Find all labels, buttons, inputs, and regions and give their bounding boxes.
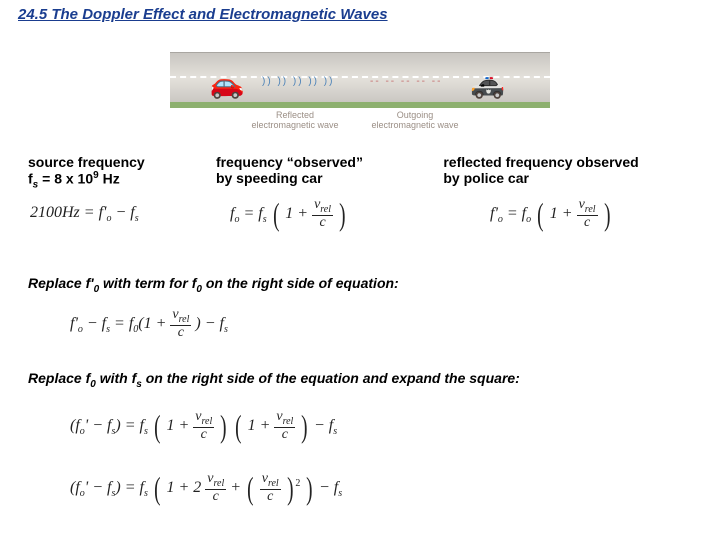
fraction-vrel-c: vrel c (312, 198, 333, 231)
reflected-wave-icon: )) )) )) )) )) (262, 76, 334, 87)
col2-line1: frequency “observed” (216, 154, 413, 170)
col1-line1: source frequency (28, 154, 186, 170)
figure-label-reflected: Reflected electromagnetic wave (250, 110, 340, 130)
caption-col-3: reflected frequency observed by police c… (443, 154, 700, 190)
equation-1: 2100Hz = f'o − fs (30, 204, 139, 224)
equation-3: f'o = fo ( 1 + vrel c ) (490, 196, 612, 233)
red-car-icon: 🚗 (210, 70, 245, 98)
grass-strip (170, 102, 550, 108)
caption-col-2: frequency “observed” by speeding car (216, 154, 413, 190)
eq2-prefix: fo = fs (230, 205, 267, 222)
blue-police-car-icon: 🚓 (470, 70, 505, 98)
caption-columns: source frequency fs = 8 x 109 Hz frequen… (28, 154, 700, 190)
one-plus: 1 + (285, 205, 312, 222)
equation-step-2b: (fo' − fs) = fs ( 1 + 2 vrel c + ( vrel … (70, 470, 342, 507)
col3-line2: by police car (443, 170, 700, 186)
equation-2: fo = fs ( 1 + vrel c ) (230, 196, 348, 233)
section-title: 24.5 The Doppler Effect and Electromagne… (18, 6, 388, 23)
step-2-text: Replace f0 with fs on the right side of … (28, 370, 520, 390)
one-plus: 1 + (550, 205, 577, 222)
col2-line2: by speeding car (216, 170, 413, 186)
fraction-vrel-c: vrel c (577, 198, 598, 231)
col3-line1: reflected frequency observed (443, 154, 700, 170)
outgoing-wave-icon: -- -- -- -- -- (370, 76, 442, 87)
eq3-prefix: f'o = fo (490, 205, 531, 222)
figure-label-outgoing: Outgoing electromagnetic wave (370, 110, 460, 130)
doppler-road-figure: 🚗 🚓 )) )) )) )) )) -- -- -- -- -- Reflec… (170, 40, 550, 150)
col1-line2: fs = 8 x 109 Hz (28, 170, 186, 190)
equation-step-2a: (fo' − fs) = fs ( 1 + vrel c ) ( 1 + vre… (70, 408, 337, 445)
caption-col-1: source frequency fs = 8 x 109 Hz (28, 154, 186, 190)
step-1-text: Replace f'0 with term for f0 on the righ… (28, 275, 399, 295)
equation-step-1: f'o − fs = f0(1 + vrel c ) − fs (70, 308, 228, 341)
